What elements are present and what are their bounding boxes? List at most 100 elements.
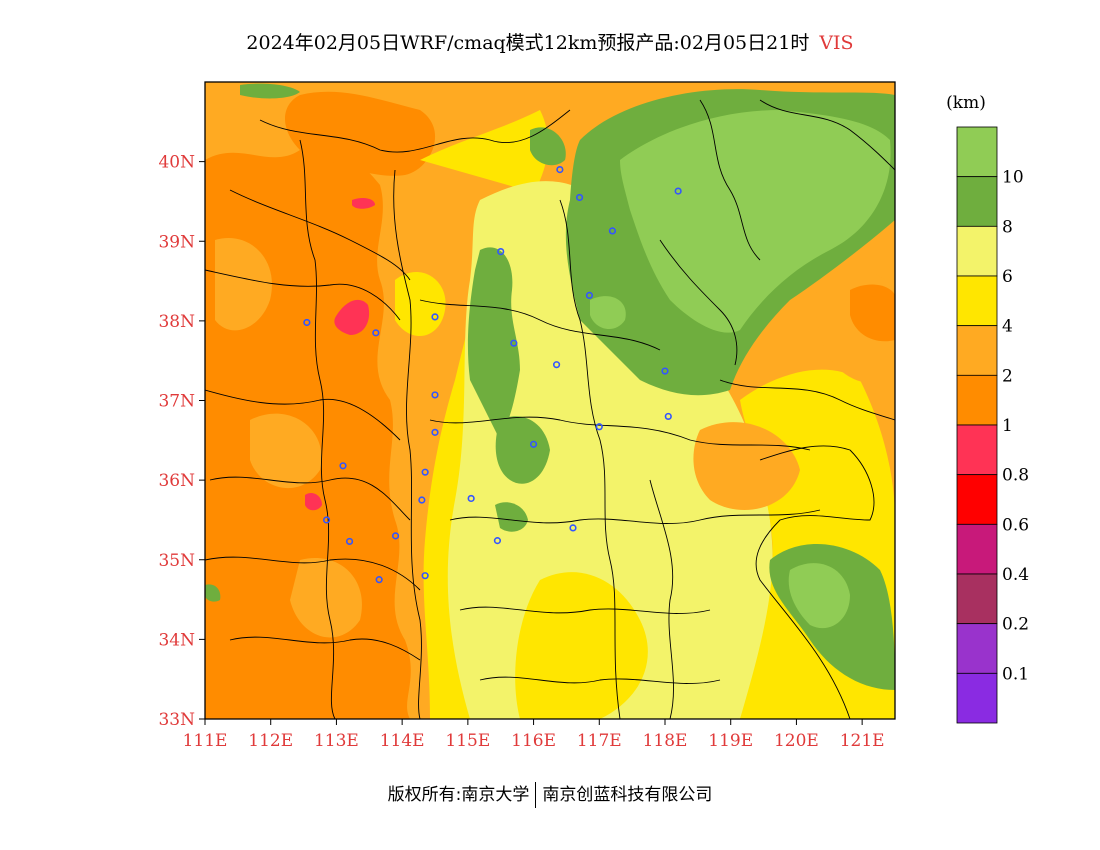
visibility-field	[205, 82, 895, 719]
boundary-line	[699, 99, 761, 261]
lon-tick-label: 115E	[445, 731, 490, 751]
boundary-line	[449, 509, 821, 524]
field-green-tongue3	[495, 502, 528, 532]
colorbar-segment	[956, 126, 998, 178]
city-marker	[372, 329, 380, 337]
field-red-3	[352, 197, 375, 209]
field-lightgreen-small	[590, 296, 626, 330]
city-marker	[303, 318, 311, 327]
colorbar-label: 6	[1002, 267, 1013, 287]
city-marker	[529, 440, 538, 448]
field-orange-north	[285, 91, 436, 176]
colorbar-label: 0.6	[1002, 515, 1029, 535]
lat-tick-label: 37N	[158, 392, 195, 412]
field-green-topleft	[240, 83, 300, 99]
boundary-line	[459, 606, 711, 614]
boundary-line	[759, 99, 895, 171]
boundary-line	[259, 109, 571, 153]
field-yellow-band2	[395, 271, 446, 337]
colorbar-label: 10	[1002, 168, 1024, 188]
city-marker	[664, 412, 672, 421]
latitude-axis: 33N 34N 35N 36N 37N 38N 39N 40N	[158, 153, 205, 730]
colorbar-label: 2	[1002, 366, 1013, 386]
city-marker	[322, 516, 331, 524]
boundary-line	[479, 676, 721, 684]
city-marker	[585, 291, 594, 299]
field-lightgreen-southeast	[788, 563, 850, 629]
colorbar-segment	[956, 424, 998, 476]
field-green-leftedge	[205, 584, 221, 602]
city-marker	[431, 428, 439, 436]
footer-left: 版权所有:南京大学	[387, 785, 530, 805]
city-marker	[421, 572, 429, 580]
city-marker	[661, 367, 669, 375]
field-lightgreen-northeast	[620, 110, 891, 333]
colorbar-segment	[956, 374, 998, 426]
lat-tick-label: 40N	[158, 153, 195, 173]
lat-tick-label: 36N	[158, 471, 195, 491]
city-marker	[497, 248, 505, 256]
city-marker	[431, 313, 439, 321]
lon-tick-label: 113E	[314, 731, 359, 751]
city-marker	[431, 391, 439, 399]
city-marker	[375, 576, 383, 584]
field-red-2	[305, 493, 322, 511]
colorbar-labels: 10 8 6 4 2 1 0.8 0.6 0.4 0.2 0.1	[1002, 168, 1029, 685]
lat-tick-label: 34N	[158, 630, 195, 650]
colorbar-segment	[956, 573, 998, 625]
lon-tick-label: 121E	[840, 731, 885, 751]
city-marker	[421, 468, 429, 476]
colorbar-label: 0.2	[1002, 615, 1029, 635]
coastline	[755, 445, 875, 719]
boundary-line	[429, 416, 811, 451]
variable-label: VIS	[819, 32, 854, 54]
colorbar-unit: (km)	[946, 93, 986, 113]
colorbar-label: 1	[1002, 416, 1013, 436]
colorbar-label: 4	[1002, 317, 1013, 337]
admin-boundaries	[205, 99, 895, 719]
field-lightorange-west3	[290, 558, 362, 638]
city-marker	[569, 524, 577, 532]
boundary-line	[659, 239, 738, 366]
city-marker	[674, 187, 682, 195]
city-marker	[418, 496, 426, 504]
boundary-line	[229, 636, 421, 661]
field-green-tongue	[467, 247, 520, 440]
city-marker	[391, 532, 400, 540]
lon-tick-label: 114E	[380, 731, 425, 751]
boundary-line	[299, 139, 336, 719]
city-marker	[595, 423, 603, 431]
boundary-line	[205, 389, 401, 441]
lat-tick-label: 39N	[158, 232, 195, 252]
footer-right: 南京创蓝科技有限公司	[542, 785, 713, 805]
lat-tick-label: 38N	[158, 312, 195, 332]
colorbar	[956, 126, 998, 724]
lat-tick-label: 35N	[158, 551, 195, 571]
lon-tick-label: 119E	[708, 731, 753, 751]
colorbar-segment	[956, 623, 998, 674]
lon-tick-label: 118E	[643, 731, 688, 751]
city-marker	[510, 339, 518, 347]
city-marker	[575, 193, 584, 202]
page-title: 2024年02月05日WRF/cmaq模式12km预报产品:02月05日21时 V…	[0, 28, 1100, 55]
field-orange-east2	[850, 284, 895, 342]
colorbar-label: 0.4	[1002, 565, 1029, 585]
lat-tick-label: 33N	[158, 710, 195, 730]
colorbar-label: 8	[1002, 217, 1013, 237]
lon-tick-label: 120E	[774, 731, 819, 751]
footer-separator	[535, 782, 537, 808]
boundary-line	[719, 379, 895, 421]
lon-tick-label: 117E	[577, 731, 622, 751]
boundary-line	[559, 199, 621, 719]
field-lightorange-west1	[215, 238, 272, 331]
city-marker	[345, 537, 354, 546]
footer: 版权所有:南京大学 南京创蓝科技有限公司	[0, 780, 1100, 808]
longitude-axis: 111E 112E 113E 114E 115E 116E 117E 118E 119E 120E…	[183, 719, 885, 751]
boundary-line	[205, 556, 421, 591]
city-marker	[493, 537, 502, 545]
city-markers	[303, 165, 682, 584]
colorbar-segment	[956, 672, 998, 724]
lon-tick-label: 111E	[183, 731, 228, 751]
city-marker	[552, 361, 561, 369]
